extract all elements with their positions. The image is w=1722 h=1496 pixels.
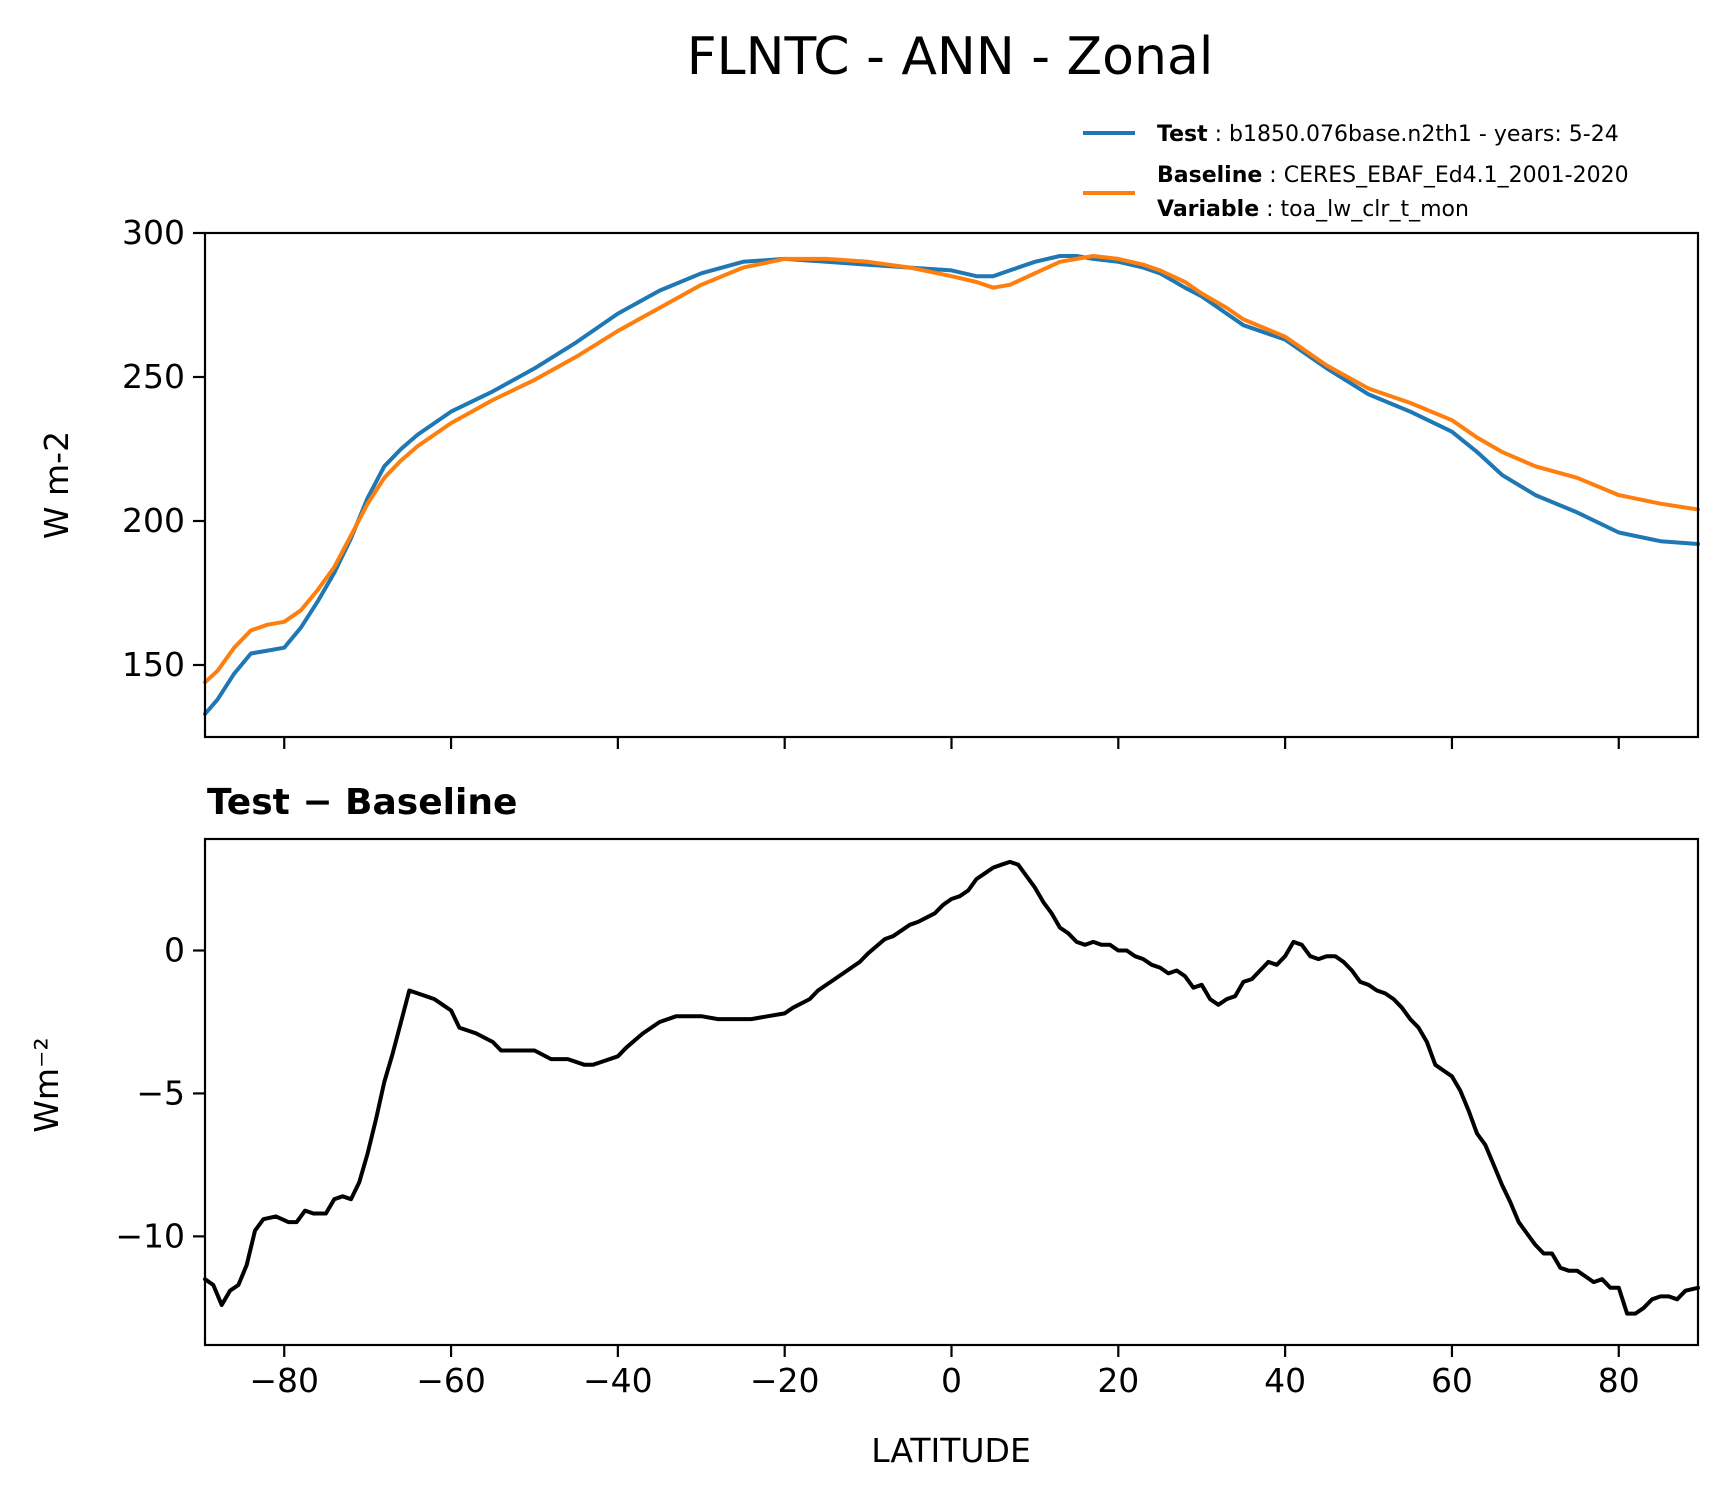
legend: Test : b1850.076base.n2th1 - years: 5-24… [1083, 122, 1629, 222]
bottom-y-ticks: 0 −5 −10 [115, 930, 205, 1255]
top-panel: 150 200 250 300 W m-2 [37, 213, 1700, 749]
bottom-y-tick-label: 0 [164, 930, 185, 969]
figure-title: FLNTC - ANN - Zonal [687, 27, 1214, 87]
top-series-line-test [203, 254, 1700, 716]
top-y-ticks: 150 200 250 300 [122, 213, 205, 684]
bottom-panel-title: Test − Baseline [207, 782, 517, 823]
bottom-series-line-difference [203, 859, 1700, 1316]
bottom-x-tick-label: −40 [583, 1361, 653, 1400]
legend-entry-variable: Variable : toa_lw_clr_t_mon [1157, 197, 1469, 222]
top-series-line-baseline [203, 254, 1700, 685]
top-y-axis-label: W m-2 [37, 431, 76, 539]
bottom-y-tick-label: −10 [115, 1216, 185, 1255]
legend-sep-test: : [1208, 122, 1229, 147]
legend-key-variable: Variable [1157, 197, 1259, 222]
bottom-series-group [203, 859, 1700, 1316]
legend-text-variable: toa_lw_clr_t_mon [1281, 197, 1469, 222]
bottom-panel: Test − Baseline 0 −5 −10 −80 −60 −40 −20 0 20 40… [27, 782, 1700, 1470]
bottom-x-tick-label: −80 [249, 1361, 319, 1400]
bottom-x-tick-label: −60 [416, 1361, 486, 1400]
top-x-ticks [283, 737, 1620, 749]
top-y-tick-label: 150 [122, 645, 185, 684]
top-series-group [203, 254, 1700, 716]
legend-key-baseline: Baseline [1157, 163, 1262, 188]
legend-entry-baseline: Baseline : CERES_EBAF_Ed4.1_2001-2020 [1157, 163, 1629, 188]
top-axes-frame [203, 231, 1700, 739]
bottom-x-tick-label: 20 [1097, 1361, 1139, 1400]
top-y-tick-label: 200 [122, 501, 185, 540]
bottom-x-tick-label: 60 [1431, 1361, 1473, 1400]
bottom-axes-frame [203, 837, 1700, 1347]
legend-key-test: Test [1157, 122, 1208, 147]
bottom-x-tick-label: 0 [941, 1361, 962, 1400]
bottom-y-tick-label: −5 [136, 1073, 185, 1112]
legend-entry-test: Test : b1850.076base.n2th1 - years: 5-24 [1157, 122, 1619, 147]
legend-text-baseline: CERES_EBAF_Ed4.1_2001-2020 [1284, 163, 1629, 188]
bottom-x-tick-label: −20 [750, 1361, 820, 1400]
bottom-x-tick-label: 80 [1598, 1361, 1640, 1400]
legend-text-test: b1850.076base.n2th1 - years: 5-24 [1229, 122, 1619, 147]
bottom-x-tick-label: 40 [1264, 1361, 1306, 1400]
bottom-x-axis-label: LATITUDE [871, 1431, 1031, 1470]
top-y-tick-label: 250 [122, 357, 185, 396]
top-y-tick-label: 300 [122, 213, 185, 252]
bottom-y-axis-label: Wm⁻² [27, 1037, 66, 1132]
bottom-x-ticks: −80 −60 −40 −20 0 20 40 60 80 [249, 1345, 1640, 1400]
legend-sep-variable: : [1259, 197, 1280, 222]
legend-sep-baseline: : [1262, 163, 1283, 188]
